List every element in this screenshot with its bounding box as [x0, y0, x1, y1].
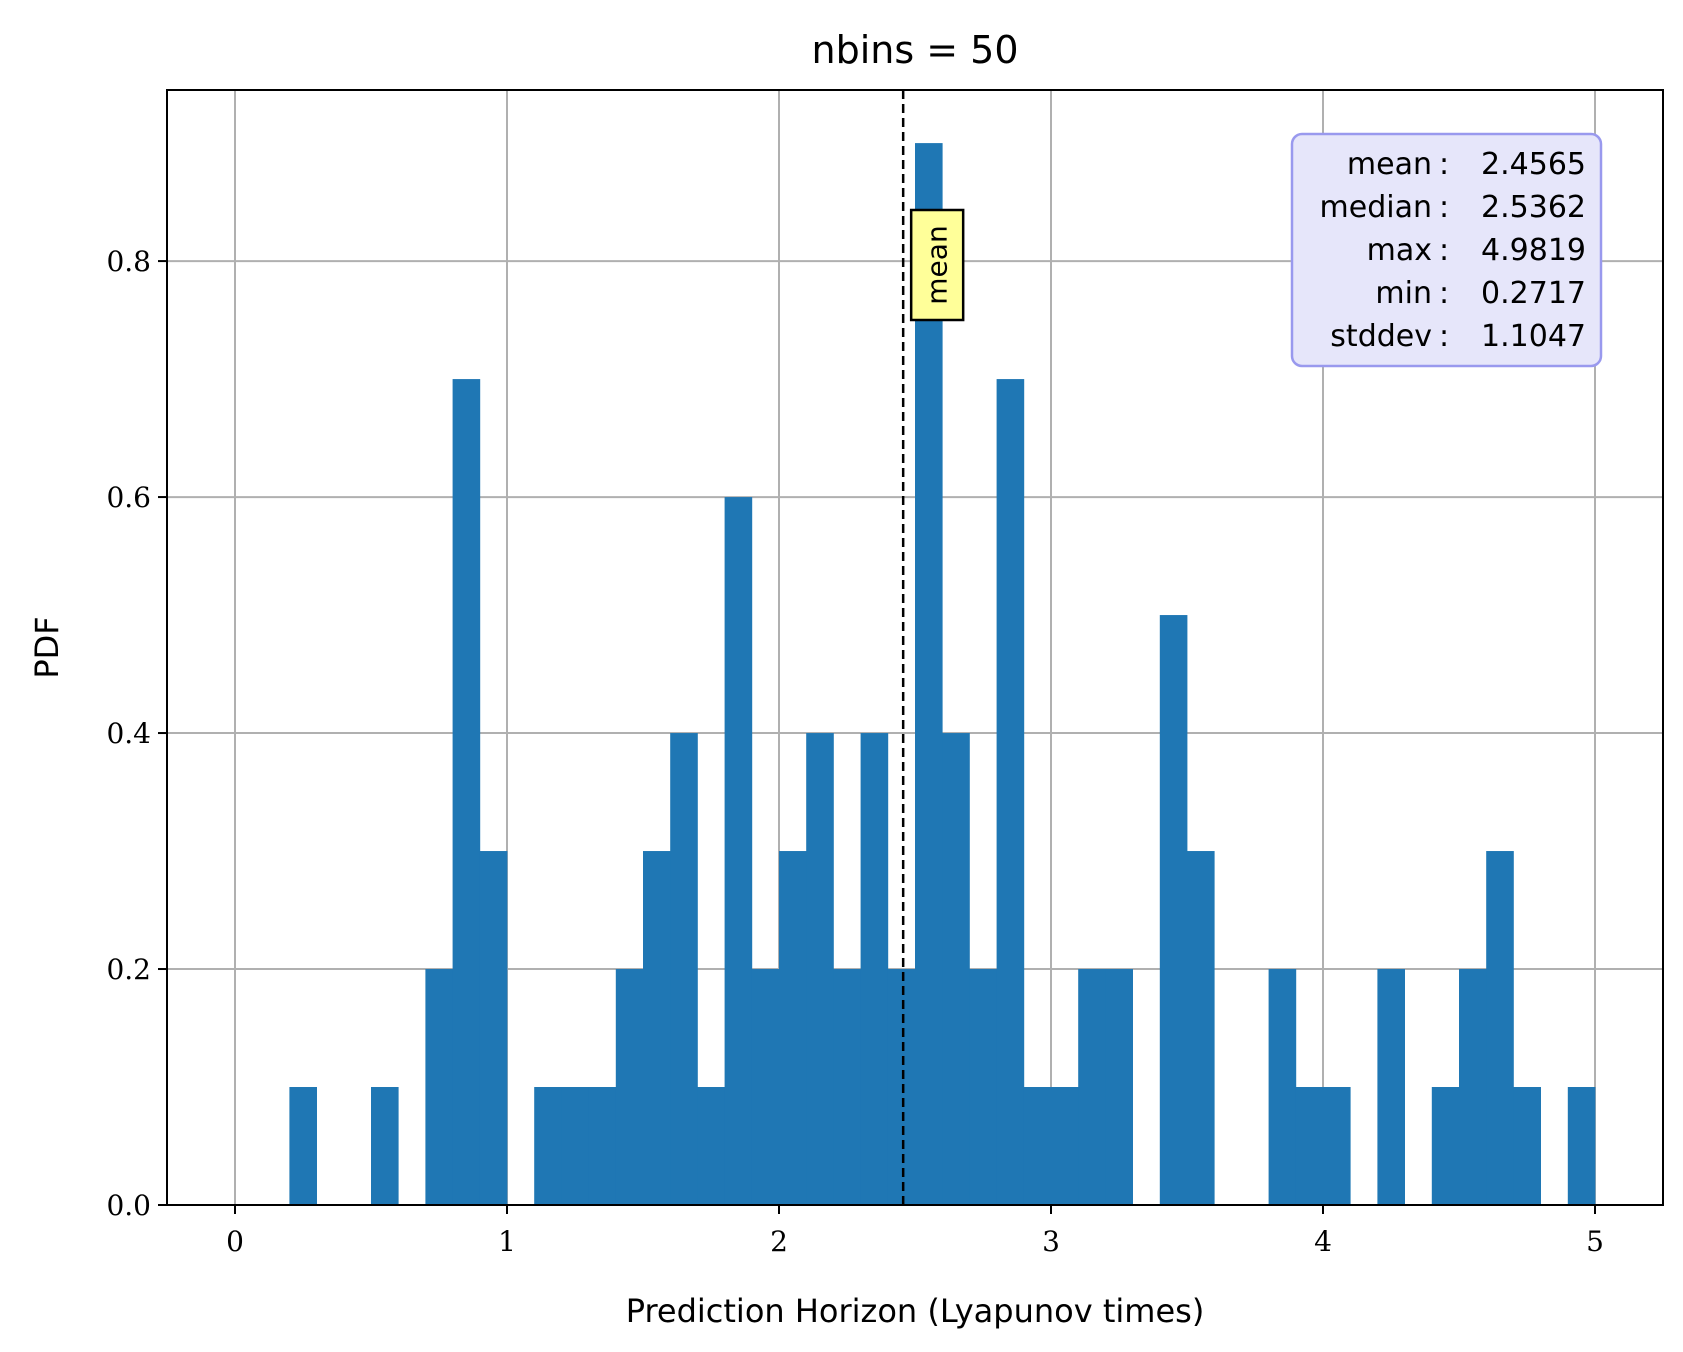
histogram-bar: [1513, 1087, 1541, 1205]
stats-colon: :: [1439, 276, 1449, 311]
stats-value-mean: 2.4565: [1481, 147, 1586, 182]
stats-colon: :: [1439, 233, 1449, 268]
histogram-bar: [1377, 969, 1405, 1205]
plot-frame: [166, 89, 1664, 1206]
x-tick-label: 4: [1314, 1225, 1332, 1258]
stats-key-median: median: [1320, 190, 1432, 225]
y-tick-label: 0.6: [106, 481, 151, 514]
stats-key-min: min: [1375, 276, 1432, 311]
x-tick-label: 5: [1586, 1225, 1604, 1258]
histogram-bar: [479, 851, 508, 1205]
chart-title: nbins = 50: [812, 28, 1019, 72]
histogram-bar: [996, 379, 1025, 1205]
stats-value-median: 2.5362: [1481, 190, 1586, 225]
histogram-bar: [371, 1087, 399, 1205]
histogram-bars: [289, 143, 1596, 1206]
stats-key-stddev: stddev: [1330, 319, 1432, 354]
stats-colon: :: [1439, 190, 1449, 225]
histogram-bar: [670, 733, 698, 1205]
histogram-bar: [425, 969, 453, 1205]
stats-value-max: 4.9819: [1481, 233, 1586, 268]
y-tick-label: 0.0: [106, 1189, 151, 1222]
histogram-bar: [1567, 1087, 1596, 1205]
histogram-bar: [751, 969, 780, 1205]
axis-ticks: 0 1 2 3 4 5 0.0 0.2 0.4 0.6 0.8: [106, 245, 1603, 1258]
stats-colon: :: [1439, 147, 1449, 182]
mean-label-box: mean: [909, 208, 965, 322]
histogram-bar: [452, 379, 481, 1205]
histogram-bar: [1187, 851, 1215, 1205]
x-tick-label: 3: [1042, 1225, 1060, 1258]
mean-label-text: mean: [921, 225, 954, 304]
histogram-bar: [779, 851, 807, 1205]
stats-key-max: max: [1367, 233, 1432, 268]
histogram-bar: [534, 1087, 562, 1205]
histogram-bar: [969, 969, 997, 1205]
stats-key-mean: mean: [1347, 147, 1432, 182]
stats-value-stddev: 1.1047: [1481, 319, 1586, 354]
stats-value-min: 0.2717: [1481, 276, 1586, 311]
histogram-bar: [1023, 1087, 1052, 1205]
histogram-bar: [1323, 1087, 1351, 1205]
histogram-bar: [860, 733, 889, 1205]
histogram-bar: [289, 1087, 317, 1205]
histogram-bar: [1431, 1087, 1460, 1205]
histogram-bar: [561, 1087, 589, 1205]
histogram-bar: [1078, 969, 1106, 1205]
x-tick-label: 2: [770, 1225, 788, 1258]
histogram-bar: [588, 1087, 617, 1205]
x-axis-label: Prediction Horizon (Lyapunov times): [626, 1292, 1205, 1330]
histogram-bar: [887, 969, 916, 1205]
x-tick-label: 1: [498, 1225, 516, 1258]
histogram-bar: [697, 1087, 725, 1205]
histogram-bar: [833, 969, 861, 1205]
y-tick-label: 0.4: [106, 717, 151, 750]
histogram-bar: [643, 851, 671, 1205]
histogram-bar: [1486, 851, 1514, 1205]
stats-box: mean:2.4565median:2.5362max:4.9819min:0.…: [1290, 132, 1603, 368]
histogram-bar: [1051, 1087, 1079, 1205]
histogram-bar: [806, 733, 834, 1205]
histogram-bar: [615, 969, 644, 1205]
histogram-bar: [1459, 969, 1487, 1205]
histogram-bar: [724, 497, 753, 1206]
histogram-bar: [1159, 615, 1188, 1205]
histogram-bar: [1295, 1087, 1324, 1205]
histogram-bar: [1268, 969, 1297, 1205]
x-tick-label: 0: [226, 1225, 244, 1258]
y-tick-label: 0.8: [106, 245, 151, 278]
histogram-bar: [1105, 969, 1133, 1205]
y-tick-label: 0.2: [106, 953, 151, 986]
histogram-bar: [942, 733, 970, 1205]
stats-colon: :: [1439, 319, 1449, 354]
y-axis-label: PDF: [28, 616, 66, 678]
